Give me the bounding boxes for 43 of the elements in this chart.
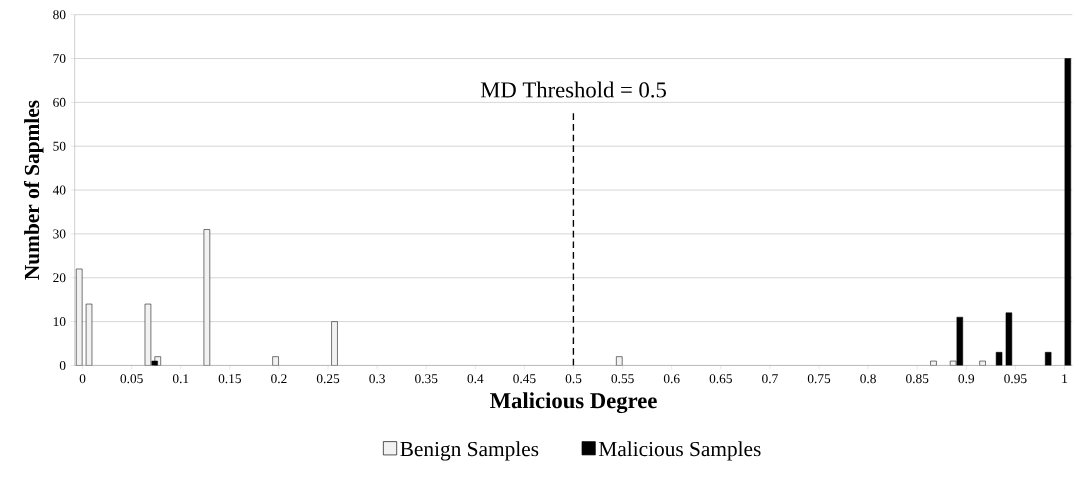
x-tick-label: 0.65 bbox=[709, 374, 732, 384]
bar bbox=[331, 321, 338, 366]
bar bbox=[75, 268, 83, 366]
x-tick-label: 0.55 bbox=[611, 374, 634, 384]
x-tick-label: 0.35 bbox=[415, 374, 438, 384]
y-axis-title: Number of Sapmles bbox=[23, 100, 44, 280]
x-axis-title: Malicious Degree bbox=[490, 392, 657, 414]
x-tick-label: 0.5 bbox=[565, 374, 582, 384]
legend-label: Benign Samples bbox=[400, 441, 539, 461]
x-tick-label: 0.2 bbox=[271, 374, 287, 384]
bar bbox=[85, 303, 93, 366]
x-tick-label: 0.15 bbox=[218, 374, 241, 384]
y-tick-label: 40 bbox=[52, 185, 66, 195]
x-tick-label: 0.6 bbox=[663, 374, 680, 384]
bar bbox=[930, 360, 937, 366]
y-tick-label: 80 bbox=[53, 10, 66, 20]
y-tick-label: 50 bbox=[53, 141, 66, 151]
y-tick-label: 30 bbox=[53, 229, 66, 239]
x-tick-label: 0.3 bbox=[369, 374, 385, 384]
bar bbox=[203, 229, 211, 366]
x-tick-label: 0.8 bbox=[860, 374, 876, 384]
bar bbox=[272, 356, 279, 366]
legend-label: Malicious Samples bbox=[598, 441, 761, 461]
x-tick-label: 0.9 bbox=[958, 374, 975, 384]
x-tick-label: 0.1 bbox=[172, 374, 189, 384]
x-tick-label: 1 bbox=[1062, 374, 1068, 384]
y-tick-label: 60 bbox=[53, 97, 66, 107]
x-tick-label: 0.05 bbox=[120, 374, 143, 384]
x-tick-label: 0.95 bbox=[1004, 374, 1027, 384]
x-tick-label: 0.45 bbox=[513, 374, 536, 384]
y-tick-label: 10 bbox=[53, 317, 66, 327]
x-tick-label: 0.7 bbox=[762, 374, 778, 384]
x-tick-label: 0 bbox=[79, 374, 86, 384]
x-tick-label: 0.85 bbox=[906, 374, 929, 384]
x-tick-label: 0.25 bbox=[316, 374, 340, 384]
bar bbox=[979, 360, 986, 366]
bar bbox=[616, 356, 623, 366]
x-tick-label: 0.4 bbox=[467, 374, 484, 384]
y-tick-label: 0 bbox=[59, 361, 66, 371]
y-tick-label: 70 bbox=[53, 54, 66, 64]
ref-line-label: MD Threshold = 0.5 bbox=[480, 81, 666, 98]
x-tick-label: 0.75 bbox=[807, 374, 831, 384]
y-tick-label: 20 bbox=[53, 273, 66, 283]
